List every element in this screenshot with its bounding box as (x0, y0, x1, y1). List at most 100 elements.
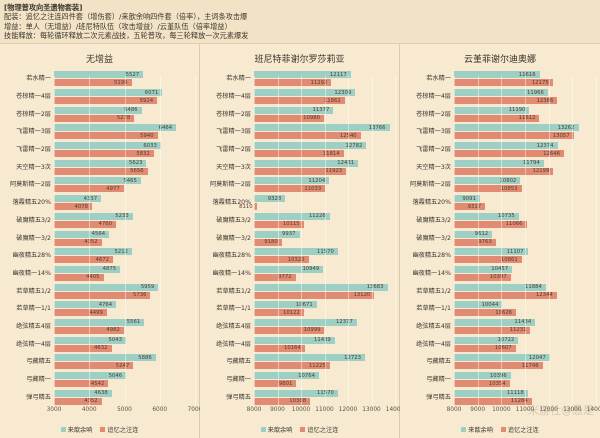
bar-value-label: 12366 (536, 97, 554, 104)
bar-追忆之注连: 5736 (54, 291, 151, 299)
bar-追忆之注连: 4352 (54, 397, 102, 405)
bar-value-label: 10722 (497, 337, 515, 344)
bar-value-label: 11616 (518, 71, 536, 78)
bar-group: 6033 5832 (54, 141, 195, 159)
chart-row: 若草精五1/2 13683 13120 (200, 282, 395, 300)
gridline (596, 76, 597, 406)
bar-group: 12047 11746 (454, 353, 596, 371)
chart-row: 弓藏精一 5046 4542 (0, 371, 195, 389)
bar-来歆余响: 5046 (54, 372, 127, 380)
chart-row: 破魔精五3/2 10735 11066 (400, 212, 596, 230)
bar-value-label: 4499 (89, 309, 103, 316)
legend-swatch-teal-icon (60, 426, 66, 432)
bar-value-label: 9328 (267, 195, 282, 202)
bar-value-label: 12782 (345, 142, 363, 149)
bar-来歆余响: 9612 (454, 230, 493, 238)
legend-swatch-red-icon (500, 426, 506, 432)
bar-value-label: 12199 (532, 168, 550, 175)
category-label: 绝弦精五4层 (416, 322, 451, 330)
bar-value-label: 4875 (102, 266, 117, 273)
bar-value-label: 11612 (518, 115, 536, 122)
legend-item-red: 追忆之注连 (300, 425, 338, 434)
bar-来歆余响: 6071 (54, 89, 163, 97)
x-tick-label: 8000 (446, 407, 462, 413)
bar-group: 10735 11066 (454, 212, 596, 230)
bar-value-label: 12540 (339, 132, 357, 139)
bar-value-label: 11118 (506, 390, 524, 397)
bar-追忆之注连: 4352 (54, 238, 102, 246)
bar-value-label: 11226 (308, 213, 326, 220)
category-label: 阿莫斯精一2层 (409, 181, 451, 189)
chart-row: 绝弦精五4层 5561 4982 (0, 318, 195, 336)
bar-group: 9612 9763 (454, 229, 596, 247)
bar-group: 4337 4078 (54, 194, 195, 212)
bar-value-label: 4337 (83, 195, 98, 202)
bar-来歆余响: 11107 (454, 248, 528, 256)
plot-area: 若水精一 12117 11292 苍椋精一4层 12309 11862 苍椋精一2层 1137… (200, 70, 399, 406)
plot-area: 若水精一 5527 5199 苍椋精一4层 6071 5924 苍椋精一2层 5486 5278… (0, 70, 199, 406)
bar-value-label: 5561 (126, 319, 141, 326)
bar-来歆余响: 11118 (454, 389, 528, 397)
category-label: 破魔精一3/2 (16, 234, 51, 242)
bar-追忆之注连: 5940 (54, 132, 158, 140)
gridline (54, 76, 55, 406)
bar-追忆之注连: 9180 (254, 238, 282, 246)
bar-来歆余响: 5623 (54, 159, 147, 167)
chart-row: 绝弦精五4层 12377 10999 (200, 318, 395, 336)
bar-group: 11204 11033 (254, 176, 395, 194)
chart-row: 破魔精五3/2 11226 10115 (200, 212, 395, 230)
gridline (89, 76, 91, 406)
bar-group: 12374 12646 (454, 141, 596, 159)
category-label: 天空精一3次 (416, 163, 451, 171)
bar-来歆余响: 13683 (254, 283, 388, 291)
bar-value-label: 5656 (130, 168, 144, 175)
category-label: 落霞精五20% (212, 199, 251, 207)
chart-row: 弹弓精五 11570 10388 (200, 388, 395, 406)
category-label: 阿莫斯精一2层 (209, 181, 251, 189)
bar-追忆之注连: 11746 (454, 362, 543, 370)
bar-value-label: 4564 (91, 231, 106, 238)
x-tick-label: 13000 (362, 407, 381, 413)
category-label: 飞雷精一3层 (416, 128, 451, 136)
chart-row: 弹弓精五 11118 11284 (400, 388, 596, 406)
bar-来歆余响: 5043 (54, 336, 127, 344)
bar-value-label: 4352 (84, 398, 98, 405)
chart-row: 落霞精五20% 9091 9317 (400, 194, 596, 212)
bar-group: 12309 11862 (254, 88, 395, 106)
bar-来歆余响: 10764 (254, 372, 319, 380)
legend-item-teal: 来歆余响 (260, 425, 292, 434)
bar-group: 13683 13120 (254, 282, 395, 300)
category-label: 破魔精一3/2 (416, 234, 451, 242)
chart-row: 破魔精一3/2 4564 4352 (0, 229, 195, 247)
bar-追忆之注连: 12199 (454, 167, 554, 175)
legend-label-red: 追忆之注连 (107, 426, 139, 434)
bar-value-label: 5940 (140, 132, 154, 139)
note-line-2: 增益：单人（无增益）/班尼特队伍（攻击增益）/云堇队伍（倍率增益） (4, 21, 232, 31)
chart-row: 弓藏精一 10764 9801 (200, 371, 395, 389)
legend-label-teal: 来歆余响 (468, 426, 493, 434)
bar-group: 10802 10853 (454, 176, 596, 194)
bar-追忆之注连: 10122 (254, 309, 304, 317)
bar-value-label: 4672 (95, 256, 109, 263)
bar-来歆余响: 4764 (54, 301, 117, 309)
bar-来歆余响: 12309 (254, 89, 356, 97)
bar-value-label: 10999 (303, 327, 321, 334)
bar-group: 11570 10388 (254, 388, 395, 406)
bar-来歆余响: 5212 (54, 248, 132, 256)
bar-追忆之注连: 9317 (454, 203, 486, 211)
legend-swatch-teal-icon (461, 426, 467, 432)
chart-row: 弹弓精五 4638 4352 (0, 388, 195, 406)
bar-value-label: 5832 (136, 150, 150, 157)
bar-追忆之注连: 5832 (54, 150, 154, 158)
bar-value-label: 4632 (94, 345, 108, 352)
bar-value-label: 12431 (337, 160, 355, 167)
category-label: 若水精一 (426, 75, 451, 83)
bar-value-label: 12723 (344, 354, 361, 361)
bar-追忆之注连: 11612 (454, 114, 540, 122)
chart-row: 苍椋精一2层 5486 5278 (0, 105, 195, 123)
bar-来歆余响: 12047 (454, 354, 550, 362)
bar-来歆余响: 11434 (454, 318, 536, 326)
bar-来歆余响: 11204 (254, 177, 330, 185)
bar-value-label: 11190 (508, 107, 526, 114)
x-tick-label: 7000 (187, 407, 203, 413)
